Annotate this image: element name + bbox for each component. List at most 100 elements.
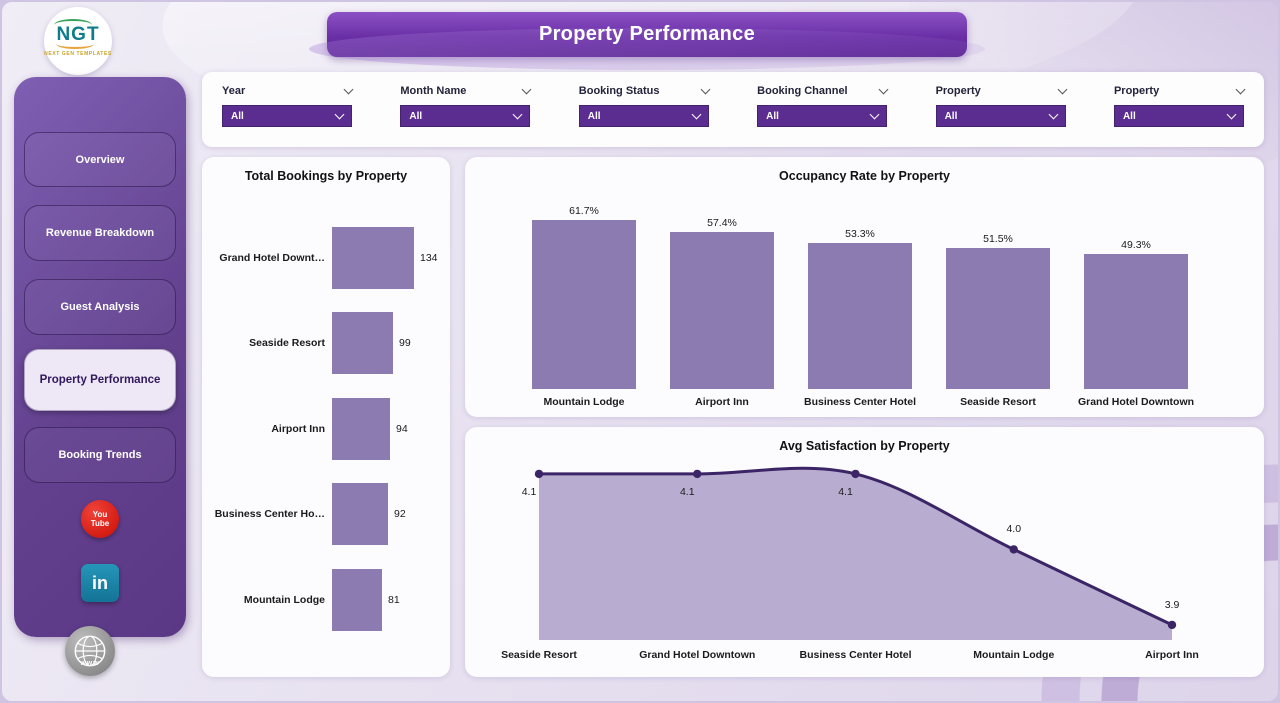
chevron-down-icon[interactable] <box>878 84 889 94</box>
ngt-logo: NGT NEXT GEN TEMPLATES <box>44 7 112 75</box>
total-bookings-plot: Grand Hotel Downt… 134 Seaside Resort 99 Air… <box>202 215 450 643</box>
youtube-text-line1: You <box>92 510 108 519</box>
bar-mountain-lodge[interactable] <box>532 220 636 389</box>
value-label: 94 <box>396 422 408 435</box>
bar-row: Business Center Ho… 92 <box>202 472 450 558</box>
filter-booking-channel-3: Booking Channel All <box>757 82 889 147</box>
filter-header: Property <box>935 82 1068 100</box>
bar-row: Mountain Lodge 81 <box>202 557 450 643</box>
filter-value: All <box>1122 110 1136 122</box>
value-label: 51.5% <box>983 233 1013 245</box>
page-title-banner: Property Performance <box>309 12 985 70</box>
sidebar-item-guest-analysis[interactable]: Guest Analysis <box>24 279 176 335</box>
chevron-down-icon <box>691 109 702 119</box>
linkedin-icon[interactable]: in <box>81 564 119 602</box>
chevron-down-icon <box>1048 109 1059 119</box>
value-label: 3.9 <box>1164 598 1180 611</box>
bar-grand-hotel-downt[interactable] <box>332 226 414 289</box>
filter-header: Booking Channel <box>757 82 889 100</box>
column-stack: 51.5% <box>946 193 1050 389</box>
sidebar-item-revenue-breakdown[interactable]: Revenue Breakdown <box>24 205 176 261</box>
data-point-mountain-lodge[interactable] <box>1009 545 1018 554</box>
bar-seaside-resort[interactable] <box>946 248 1050 389</box>
filter-dropdown-booking-status-2[interactable]: All <box>578 105 709 127</box>
total-bookings-chart-card: Total Bookings by Property Grand Hotel D… <box>202 157 450 677</box>
occupancy-rate-chart-card: Occupancy Rate by Property 61.7% Mountain… <box>465 157 1264 417</box>
data-point-business-center-hotel[interactable] <box>851 469 860 479</box>
category-label: Business Center Ho… <box>214 508 325 521</box>
column-group: 53.3% Business Center Hotel <box>791 193 929 408</box>
filter-header: Property <box>1114 82 1246 100</box>
bar-grand-hotel-downtown[interactable] <box>1084 254 1188 389</box>
chevron-down-icon[interactable] <box>521 84 532 94</box>
globe-graphic <box>74 635 106 667</box>
bar-airport-inn[interactable] <box>670 232 774 389</box>
logo-text: NGT <box>54 18 100 49</box>
chevron-down-icon[interactable] <box>1235 84 1246 94</box>
category-label: Mountain Lodge <box>973 649 1055 661</box>
chevron-down-icon <box>1226 109 1237 119</box>
filter-dropdown-property-5[interactable]: All <box>1113 105 1244 127</box>
filter-label: Property <box>935 85 981 97</box>
value-label: 57.4% <box>707 217 737 229</box>
youtube-icon[interactable]: You Tube <box>81 500 119 538</box>
chart-title-total-bookings: Total Bookings by Property <box>244 169 408 183</box>
satisfaction-plot: 4.1 4.1 4.1 4.0 3.9 Seaside Resort Grand Hotel… <box>465 427 1264 677</box>
filter-header: Month Name <box>400 82 532 100</box>
sidebar-item-property-performance[interactable]: Property Performance <box>24 349 176 411</box>
column-group: 51.5% Seaside Resort <box>929 193 1067 408</box>
chevron-down-icon[interactable] <box>1057 84 1068 94</box>
data-point-seaside-resort[interactable] <box>534 469 544 479</box>
filter-dropdown-month-name-1[interactable]: All <box>400 105 531 127</box>
bar-seaside-resort[interactable] <box>332 312 393 375</box>
category-label: Grand Hotel Downt… <box>219 251 325 264</box>
filter-value: All <box>231 110 244 122</box>
bar-business-center-hotel[interactable] <box>808 243 912 389</box>
value-label: 4.0 <box>1006 523 1022 536</box>
occupancy-plot: 61.7% Mountain Lodge 57.4% Airport Inn 53.3%… <box>515 193 1205 408</box>
logo-subtext: NEXT GEN TEMPLATES <box>44 50 112 57</box>
column-stack: 53.3% <box>808 193 912 389</box>
filter-label: Booking Status <box>578 85 660 97</box>
satisfaction-area-chart <box>534 466 1177 640</box>
filter-dropdown-year-0[interactable]: All <box>222 105 352 127</box>
category-label: Airport Inn <box>271 422 325 435</box>
category-label: Mountain Lodge <box>543 396 625 408</box>
category-label: Grand Hotel Downtown <box>639 649 756 661</box>
filter-year-0: Year All <box>222 82 354 147</box>
filter-month-name-1: Month Name All <box>400 82 532 147</box>
chevron-down-icon[interactable] <box>700 84 711 94</box>
bar-row: Seaside Resort 99 <box>202 301 450 387</box>
website-globe-icon[interactable]: www <box>65 626 115 676</box>
category-label: Mountain Lodge <box>243 593 325 606</box>
column-stack: 49.3% <box>1084 193 1188 389</box>
chart-title-satisfaction: Avg Satisfaction by Property <box>779 439 950 453</box>
value-label: 81 <box>388 593 400 606</box>
value-label: 134 <box>420 251 438 264</box>
sidebar-item-booking-trends[interactable]: Booking Trends <box>24 427 176 483</box>
chevron-down-icon[interactable] <box>343 84 354 94</box>
bar-airport-inn[interactable] <box>332 397 390 460</box>
filter-property-4: Property All <box>935 82 1068 147</box>
category-label: Seaside Resort <box>249 337 325 350</box>
value-label: 4.1 <box>521 485 537 498</box>
avg-satisfaction-chart-card: Avg Satisfaction by Property 4.1 4.1 4.1 4.… <box>465 427 1264 677</box>
value-label: 61.7% <box>569 205 599 217</box>
chart-title-occupancy: Occupancy Rate by Property <box>779 169 950 183</box>
filter-dropdown-booking-channel-3[interactable]: All <box>757 105 888 127</box>
category-label: Seaside Resort <box>960 396 1036 408</box>
bar-mountain-lodge[interactable] <box>332 568 382 631</box>
sidebar-item-overview[interactable]: Overview <box>24 132 176 187</box>
category-label: Seaside Resort <box>501 649 577 661</box>
filter-label: Booking Channel <box>757 85 848 97</box>
column-group: 61.7% Mountain Lodge <box>515 193 653 408</box>
value-label: 49.3% <box>1121 239 1151 251</box>
data-point-grand-hotel-downtown[interactable] <box>693 469 702 479</box>
filter-value: All <box>587 110 601 122</box>
linkedin-text: in <box>92 572 108 593</box>
bar-business-center-ho[interactable] <box>332 483 388 546</box>
data-point-airport-inn[interactable] <box>1167 620 1177 630</box>
filter-dropdown-property-4[interactable]: All <box>935 105 1066 127</box>
filter-booking-status-2: Booking Status All <box>578 82 711 147</box>
